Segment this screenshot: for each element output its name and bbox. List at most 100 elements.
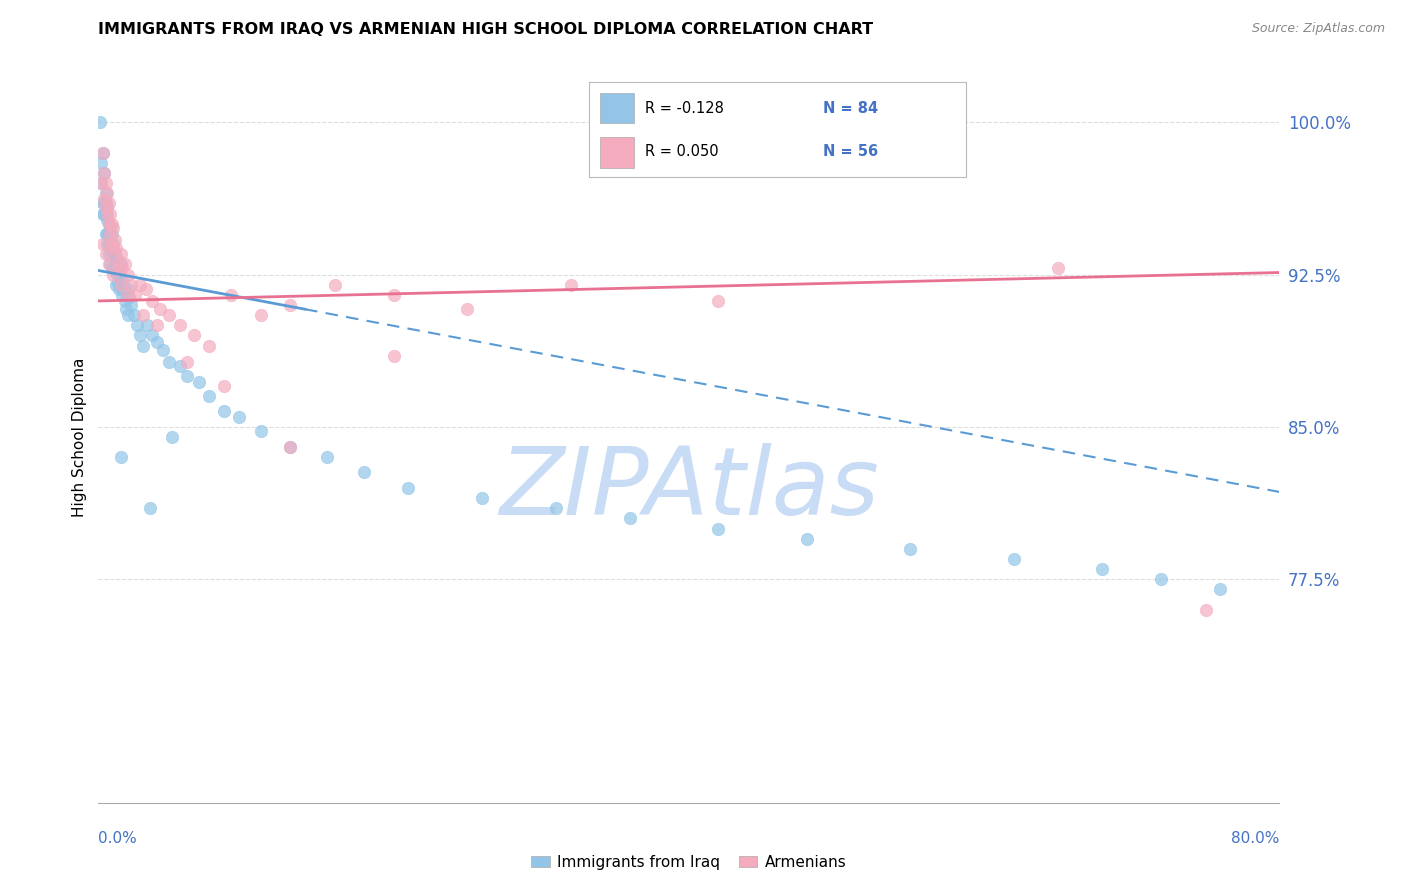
Point [117,288,139,302]
Point [560,277,582,292]
Point [118,290,141,304]
Point [128,277,150,292]
Point [108,282,131,296]
Point [110,450,132,465]
Point [117,308,139,322]
Point [139,501,162,516]
Point [97,217,120,231]
Point [122,308,145,322]
Point [146,334,169,349]
Point [107,276,129,290]
Point [316,450,339,465]
Point [120,298,142,312]
Point [103,247,125,261]
Point [98,257,121,271]
Text: 80.0%: 80.0% [1232,831,1279,846]
Point [136,318,159,333]
Point [98,241,121,255]
Point [98,220,121,235]
Point [471,491,494,505]
Point [104,247,127,261]
Point [125,318,148,333]
Point [1002,552,1025,566]
Point [100,217,122,231]
Point [96,186,118,201]
Point [157,355,180,369]
Point [396,481,419,495]
Point [104,261,127,276]
Point [97,217,120,231]
Point [157,308,180,322]
Point [187,375,209,389]
Point [900,541,922,556]
Point [104,233,127,247]
Point [1150,572,1173,586]
Point [103,237,125,252]
Point [707,521,730,535]
Point [212,403,235,417]
Point [93,196,115,211]
Point [91,237,114,252]
Point [323,277,346,292]
Point [112,282,135,296]
Point [278,440,302,454]
Point [114,257,136,271]
Point [105,253,128,268]
Point [132,338,155,352]
Point [94,227,117,241]
Point [105,277,128,292]
Point [212,379,235,393]
Point [91,145,114,160]
Point [107,253,129,268]
Point [100,261,122,276]
Point [115,301,138,316]
Point [183,328,205,343]
Point [108,268,131,282]
Point [93,166,115,180]
Text: Source: ZipAtlas.com: Source: ZipAtlas.com [1251,22,1385,36]
Point [141,293,163,308]
Point [103,268,125,282]
Point [96,237,118,252]
Point [111,274,134,288]
Point [117,282,139,296]
Point [162,430,183,444]
Point [382,349,405,363]
Point [94,201,117,215]
Point [456,301,478,316]
Point [120,277,142,292]
Point [107,261,129,276]
Point [110,277,132,292]
Point [1209,582,1232,597]
Point [98,206,121,220]
Point [96,212,118,227]
Point [1091,562,1114,576]
Point [100,237,122,252]
Point [149,301,172,316]
Point [1195,603,1218,617]
Point [176,369,198,384]
Point [96,206,118,220]
Point [96,201,118,215]
Point [1046,261,1069,276]
Point [97,257,120,271]
Point [91,196,114,211]
Point [94,206,117,220]
Point [90,155,112,169]
Point [152,343,174,357]
Point [100,227,122,241]
Point [89,115,111,129]
Point [90,176,112,190]
Point [176,355,198,369]
Text: IMMIGRANTS FROM IRAQ VS ARMENIAN HIGH SCHOOL DIPLOMA CORRELATION CHART: IMMIGRANTS FROM IRAQ VS ARMENIAN HIGH SC… [98,22,873,37]
Point [94,247,117,261]
Point [93,192,115,206]
Point [228,409,250,424]
Point [117,268,139,282]
Point [278,298,302,312]
Point [108,261,131,276]
Point [619,511,641,525]
Point [98,227,121,241]
Point [198,338,221,352]
Point [146,318,169,333]
